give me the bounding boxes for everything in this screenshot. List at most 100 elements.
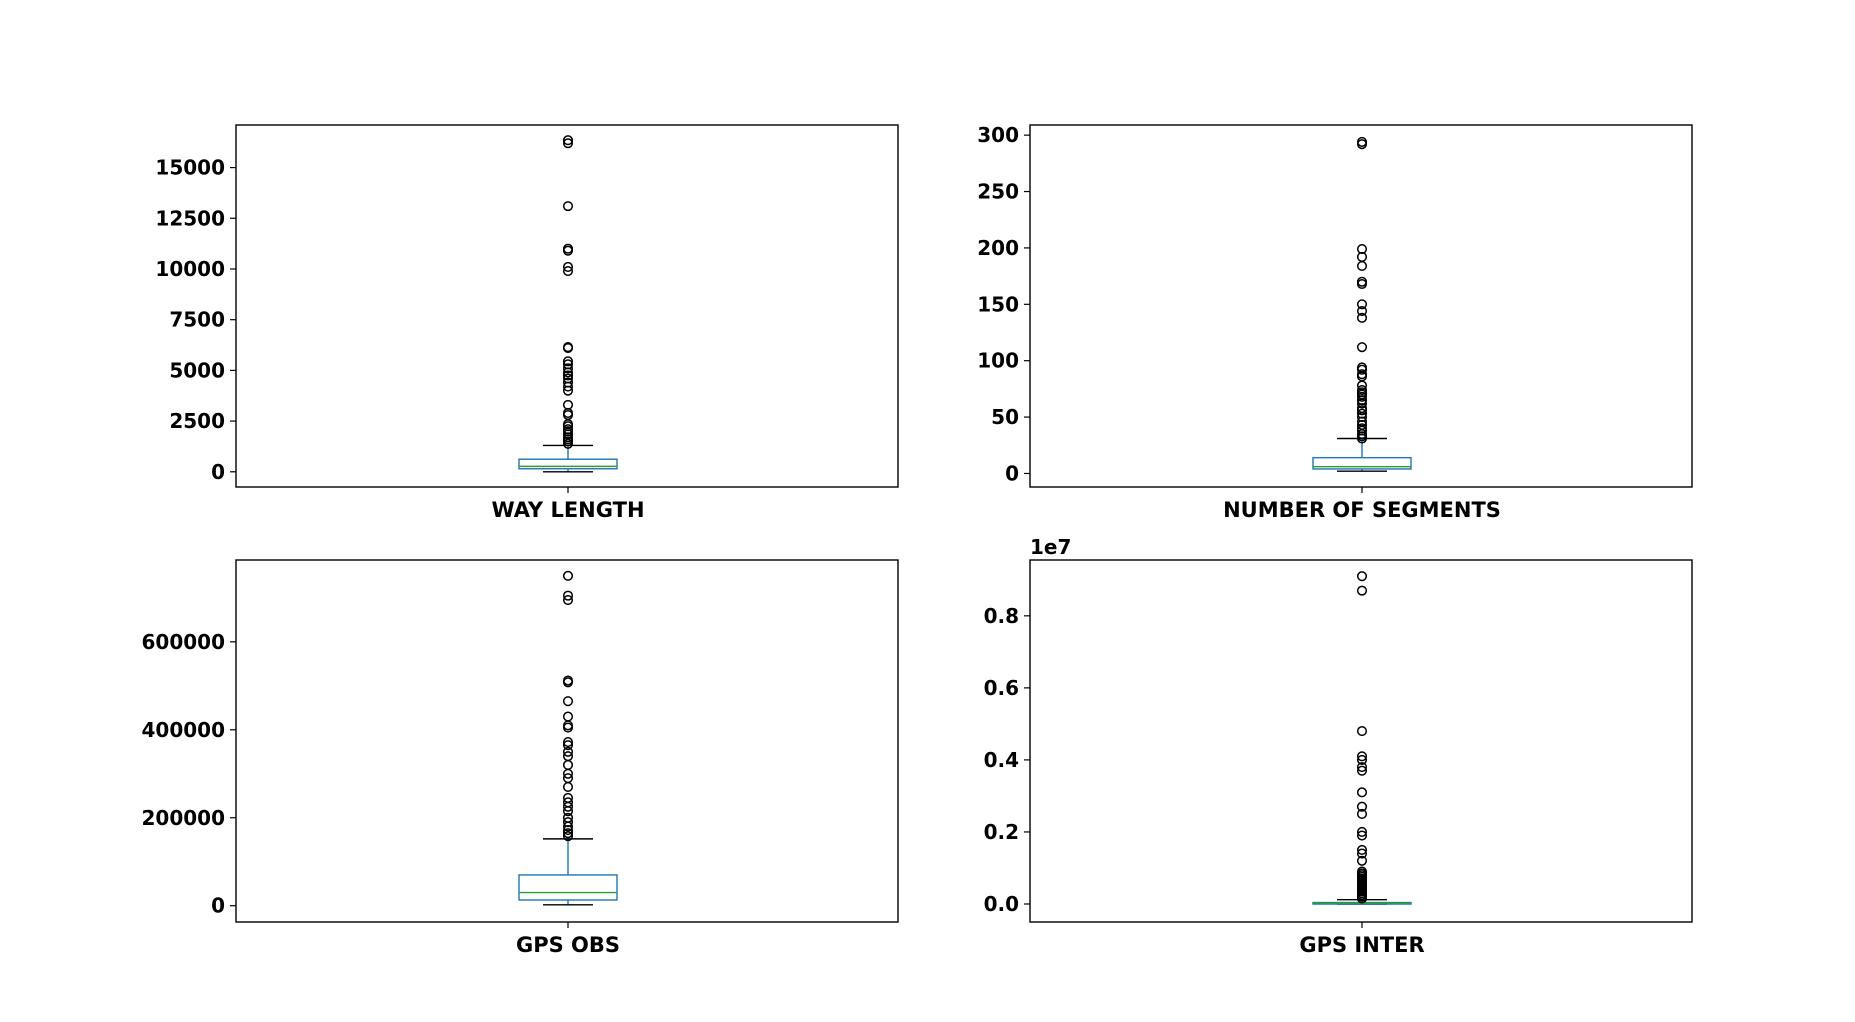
y-tick-label: 12500	[155, 206, 225, 230]
iqr-box	[1312, 456, 1412, 470]
outlier-point	[562, 817, 574, 828]
axes-frame	[235, 559, 899, 923]
x-category-label: GPS OBS	[516, 933, 620, 957]
outlier-point	[562, 570, 574, 581]
chart-panel-2: 0 50 100 150 200 250 300 NUMBER OF SEGMENTS	[977, 123, 1693, 522]
y-tick-label: 200000	[142, 806, 226, 830]
y-tick-label: 150	[977, 292, 1019, 316]
outlier-point	[562, 138, 574, 149]
outlier-point	[562, 359, 574, 370]
x-category-label: NUMBER OF SEGMENTS	[1223, 498, 1501, 522]
chart-panel-3: 0 200000 400000 600000 GPS OBS	[142, 559, 899, 957]
chart-panel-4: 0.0 0.2 0.4 0.6 0.8 GPS INTER 1e7	[984, 535, 1693, 957]
outlier-point	[1356, 765, 1368, 776]
outlier-point	[562, 590, 574, 601]
outlier-point	[562, 781, 574, 793]
outlier-point	[1356, 585, 1368, 596]
outlier-point	[1356, 801, 1368, 812]
outlier-point	[1356, 726, 1368, 737]
outlier-point	[1356, 855, 1368, 866]
y-tick-label: 0.6	[984, 676, 1019, 700]
y-tick-label: 300	[977, 123, 1019, 147]
x-category-label: GPS INTER	[1299, 933, 1424, 957]
axes-frame	[1029, 559, 1693, 923]
y-tick-label: 250	[977, 180, 1019, 204]
outlier-point	[562, 746, 574, 757]
y-tick-label: 0.4	[984, 748, 1019, 772]
axes-frame	[235, 124, 899, 488]
outlier-point	[562, 828, 574, 839]
outlier-point	[562, 759, 574, 771]
outlier-point	[562, 812, 574, 823]
y-tick-label: 0	[1005, 461, 1019, 485]
outlier-point	[562, 399, 574, 410]
outlier-point	[562, 792, 574, 804]
outlier-point	[562, 356, 574, 367]
outlier-point	[1356, 808, 1368, 819]
outlier-point	[562, 342, 574, 353]
outlier-point	[562, 265, 574, 277]
outlier-point	[1356, 362, 1368, 373]
outlier-point	[562, 797, 574, 808]
outlier-point	[1356, 826, 1368, 838]
outlier-point	[1356, 260, 1368, 272]
iqr-box	[518, 458, 618, 470]
outlier-point	[1356, 844, 1368, 856]
outlier-point	[562, 737, 574, 748]
y-tick-label: 200	[977, 236, 1019, 260]
outlier-point	[562, 373, 574, 384]
y-tick-label: 100	[977, 349, 1019, 373]
axes-frame	[1029, 124, 1693, 488]
y-tick-label: 0.8	[984, 604, 1019, 628]
outlier-point	[1356, 136, 1368, 147]
outlier-point	[562, 135, 574, 146]
y-tick-label: 7500	[169, 308, 225, 332]
y-tick-label: 15000	[155, 156, 225, 180]
outlier-point	[1356, 306, 1368, 317]
outlier-point	[562, 201, 574, 212]
outlier-point	[1356, 751, 1368, 762]
y-tick-label: 600000	[142, 630, 226, 654]
outlier-point	[562, 243, 574, 254]
outlier-point	[562, 370, 574, 381]
outlier-point	[1356, 299, 1368, 310]
outlier-point	[562, 711, 574, 722]
outlier-point	[562, 363, 574, 374]
outlier-point	[562, 751, 574, 762]
outlier-point	[1356, 384, 1368, 396]
outlier-point	[562, 377, 574, 388]
outlier-point	[1356, 830, 1368, 841]
y-tick-label: 0.0	[984, 892, 1019, 916]
outlier-point	[1356, 312, 1368, 323]
outlier-point	[1356, 787, 1368, 798]
outlier-point	[1356, 754, 1368, 765]
axis-offset-label: 1e7	[1030, 535, 1071, 559]
y-tick-label: 0	[211, 894, 225, 918]
outlier-point	[562, 424, 574, 435]
outlier-point	[562, 696, 574, 707]
outlier-point	[1356, 866, 1368, 877]
outlier-point	[1356, 342, 1368, 353]
outlier-point	[1356, 423, 1368, 434]
y-tick-label: 10000	[155, 257, 225, 281]
outlier-point	[562, 261, 574, 273]
outlier-point	[562, 740, 574, 751]
outlier-point	[1356, 369, 1368, 380]
outlier-point	[562, 831, 574, 842]
outlier-point	[1356, 243, 1368, 255]
outlier-point	[1356, 571, 1368, 582]
y-tick-label: 0.2	[984, 820, 1019, 844]
outlier-point	[1356, 848, 1368, 859]
y-tick-label: 0	[211, 460, 225, 484]
outlier-point	[1356, 408, 1368, 419]
x-category-label: WAY LENGTH	[491, 498, 644, 522]
y-tick-label: 50	[991, 405, 1019, 429]
y-tick-label: 5000	[169, 358, 225, 382]
outlier-point	[562, 594, 574, 606]
y-tick-label: 2500	[169, 409, 225, 433]
iqr-box	[518, 874, 618, 901]
outlier-point	[1356, 762, 1368, 773]
outlier-point	[1356, 276, 1368, 287]
outlier-point	[562, 773, 574, 784]
